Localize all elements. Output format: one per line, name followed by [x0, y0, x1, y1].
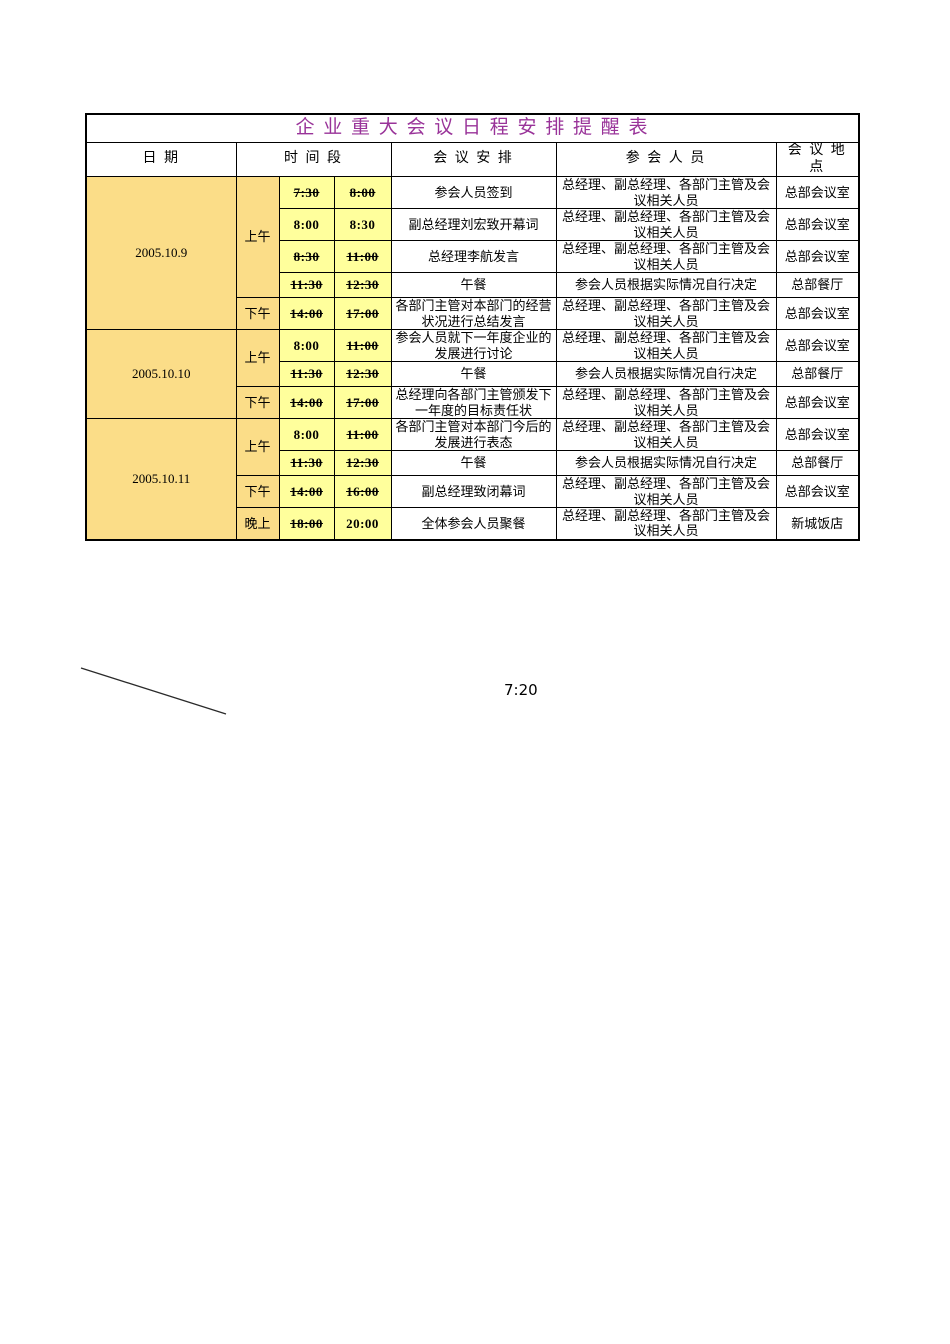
location-cell[interactable]: 总部会议室	[775, 418, 860, 452]
time-end-cell[interactable]: 8:00	[333, 176, 392, 210]
participants-cell[interactable]: 总经理、副总经理、各部门主管及会议相关人员	[555, 507, 777, 541]
meeting-cell[interactable]: 各部门主管对本部门的经营状况进行总结发言	[390, 297, 557, 331]
participants-cell[interactable]: 总经理、副总经理、各部门主管及会议相关人员	[555, 297, 777, 331]
location-cell[interactable]: 总部会议室	[775, 240, 860, 274]
participants-cell[interactable]: 总经理、副总经理、各部门主管及会议相关人员	[555, 208, 777, 242]
time-end-cell[interactable]: 17:00	[333, 297, 392, 331]
table-row: 下午 14:00 17:00 总经理向各部门主管颁发下一年度的目标责任状 总经理…	[86, 386, 860, 420]
period-cell[interactable]: 晚上	[235, 507, 280, 541]
worksheet-canvas: 企 业 重 大 会 议 日 程 安 排 提 醒 表 日 期 时 间 段 会 议 …	[85, 113, 861, 541]
meeting-cell[interactable]: 总经理向各部门主管颁发下一年度的目标责任状	[390, 386, 557, 420]
participants-cell[interactable]: 总经理、副总经理、各部门主管及会议相关人员	[555, 418, 777, 452]
location-cell[interactable]: 总部餐厅	[775, 450, 860, 477]
time-end-cell[interactable]: 16:00	[333, 475, 392, 509]
time-end-cell[interactable]: 12:30	[333, 361, 392, 388]
meeting-cell[interactable]: 全体参会人员聚餐	[390, 507, 557, 541]
clock-time-text: 7:20	[504, 681, 538, 699]
time-end-cell[interactable]: 11:00	[333, 240, 392, 274]
time-start-cell[interactable]: 7:30	[278, 176, 335, 210]
time-end-cell[interactable]: 11:00	[333, 418, 392, 452]
date-cell[interactable]: 2005.10.11	[85, 418, 237, 541]
time-start-cell[interactable]: 14:00	[278, 297, 335, 331]
date-cell[interactable]: 2005.10.9	[85, 176, 237, 331]
participants-cell[interactable]: 总经理、副总经理、各部门主管及会议相关人员	[555, 176, 777, 210]
location-cell[interactable]: 新城饭店	[775, 507, 860, 541]
meeting-cell[interactable]: 参会人员就下一年度企业的发展进行讨论	[390, 329, 557, 363]
time-start-cell[interactable]: 8:30	[278, 240, 335, 274]
table-row: 2005.10.9 上午 7:30 8:00 参会人员签到 总经理、副总经理、各…	[85, 176, 860, 331]
time-end-cell[interactable]: 12:30	[333, 272, 392, 299]
time-end-cell[interactable]: 20:00	[333, 507, 392, 541]
participants-cell[interactable]: 总经理、副总经理、各部门主管及会议相关人员	[555, 329, 777, 363]
location-cell[interactable]: 总部会议室	[775, 176, 860, 210]
location-cell[interactable]: 总部餐厅	[775, 361, 860, 388]
meeting-cell[interactable]: 副总经理致闭幕词	[390, 475, 557, 509]
time-end-cell[interactable]: 12:30	[333, 450, 392, 477]
col-header-meeting[interactable]: 会 议 安 排	[390, 141, 557, 178]
date-cell[interactable]: 2005.10.10	[85, 329, 237, 420]
participants-cell[interactable]: 总经理、副总经理、各部门主管及会议相关人员	[555, 475, 777, 509]
table-row: 2005.10.10 上午 8:00 11:00 参会人员就下一年度企业的发展进…	[85, 329, 860, 420]
period-cell[interactable]: 下午	[235, 475, 280, 509]
col-header-date[interactable]: 日 期	[85, 141, 237, 178]
meeting-cell[interactable]: 午餐	[390, 272, 557, 299]
location-cell[interactable]: 总部会议室	[775, 208, 860, 242]
table-row: 2005.10.11 上午 8:00 11:00 各部门主管对本部门今后的发展进…	[85, 418, 860, 541]
col-header-location[interactable]: 会 议 地 点	[775, 141, 860, 178]
period-cell[interactable]: 上午	[235, 329, 280, 388]
meeting-cell[interactable]: 午餐	[390, 361, 557, 388]
location-cell[interactable]: 总部会议室	[775, 297, 860, 331]
time-start-cell[interactable]: 14:00	[278, 386, 335, 420]
period-cell[interactable]: 上午	[235, 418, 280, 477]
participants-cell[interactable]: 总经理、副总经理、各部门主管及会议相关人员	[555, 240, 777, 274]
table-row: 下午 14:00 17:00 各部门主管对本部门的经营状况进行总结发言 总经理、…	[86, 297, 860, 331]
time-start-cell[interactable]: 18:00	[278, 507, 335, 541]
time-end-cell[interactable]: 17:00	[333, 386, 392, 420]
time-start-cell[interactable]: 14:00	[278, 475, 335, 509]
time-start-cell[interactable]: 8:00	[278, 208, 335, 242]
location-cell[interactable]: 总部会议室	[775, 329, 860, 363]
schedule-table: 企 业 重 大 会 议 日 程 安 排 提 醒 表 日 期 时 间 段 会 议 …	[85, 113, 861, 541]
time-start-cell[interactable]: 11:30	[278, 272, 335, 299]
col-header-time[interactable]: 时 间 段	[235, 141, 392, 178]
table-row: 下午 14:00 16:00 副总经理致闭幕词 总经理、副总经理、各部门主管及会…	[86, 475, 860, 509]
period-cell[interactable]: 下午	[235, 297, 280, 331]
diagonal-line-shape[interactable]	[79, 665, 231, 719]
table-row: 8:30 11:00 总经理李航发言 总经理、副总经理、各部门主管及会议相关人员…	[86, 240, 860, 274]
participants-cell[interactable]: 参会人员根据实际情况自行决定	[555, 361, 777, 388]
col-header-participants[interactable]: 参 会 人 员	[555, 141, 777, 178]
time-start-cell[interactable]: 11:30	[278, 361, 335, 388]
meeting-cell[interactable]: 参会人员签到	[390, 176, 557, 210]
table-row: 11:30 12:30 午餐 参会人员根据实际情况自行决定 总部餐厅	[86, 361, 860, 388]
participants-cell[interactable]: 参会人员根据实际情况自行决定	[555, 272, 777, 299]
participants-cell[interactable]: 参会人员根据实际情况自行决定	[555, 450, 777, 477]
table-row: 晚上 18:00 20:00 全体参会人员聚餐 总经理、副总经理、各部门主管及会…	[86, 507, 860, 541]
location-cell[interactable]: 总部会议室	[775, 475, 860, 509]
participants-cell[interactable]: 总经理、副总经理、各部门主管及会议相关人员	[555, 386, 777, 420]
time-start-cell[interactable]: 8:00	[278, 329, 335, 363]
meeting-cell[interactable]: 副总经理刘宏致开幕词	[390, 208, 557, 242]
period-cell[interactable]: 下午	[235, 386, 280, 420]
time-end-cell[interactable]: 11:00	[333, 329, 392, 363]
location-cell[interactable]: 总部会议室	[775, 386, 860, 420]
table-row: 11:30 12:30 午餐 参会人员根据实际情况自行决定 总部餐厅	[86, 272, 860, 299]
time-end-cell[interactable]: 8:30	[333, 208, 392, 242]
period-cell[interactable]: 上午	[235, 176, 280, 299]
time-start-cell[interactable]: 11:30	[278, 450, 335, 477]
meeting-cell[interactable]: 总经理李航发言	[390, 240, 557, 274]
location-cell[interactable]: 总部餐厅	[775, 272, 860, 299]
table-row: 8:00 8:30 副总经理刘宏致开幕词 总经理、副总经理、各部门主管及会议相关…	[86, 208, 860, 242]
meeting-cell[interactable]: 午餐	[390, 450, 557, 477]
table-title[interactable]: 企 业 重 大 会 议 日 程 安 排 提 醒 表	[85, 113, 860, 143]
time-start-cell[interactable]: 8:00	[278, 418, 335, 452]
meeting-cell[interactable]: 各部门主管对本部门今后的发展进行表态	[390, 418, 557, 452]
